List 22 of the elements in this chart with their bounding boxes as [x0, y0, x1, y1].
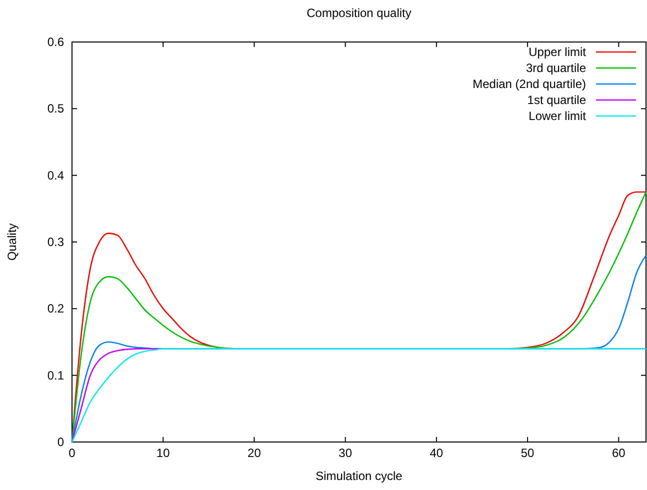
y-tick-label: 0.2 — [47, 302, 64, 316]
legend-label: Lower limit — [528, 109, 587, 123]
x-tick-label: 10 — [156, 446, 170, 460]
x-tick-label: 60 — [612, 446, 626, 460]
y-axis-title: Quality — [5, 223, 19, 261]
x-tick-label: 20 — [248, 446, 262, 460]
x-tick-label: 40 — [430, 446, 444, 460]
y-tick-label: 0.4 — [47, 168, 64, 182]
x-axis-title: Simulation cycle — [316, 469, 403, 483]
x-tick-label: 50 — [520, 446, 535, 460]
x-tick-label: 0 — [68, 446, 76, 460]
legend-label: 1st quartile — [527, 93, 586, 107]
legend-label: Median (2nd quartile) — [472, 77, 586, 91]
x-tick-label: 30 — [338, 446, 352, 460]
y-tick-label: 0.3 — [47, 235, 64, 249]
y-tick-label: 0.1 — [47, 368, 64, 382]
y-tick-label: 0.5 — [47, 102, 64, 116]
y-tick-label: 0 — [57, 435, 64, 449]
y-tick-label: 0.6 — [47, 35, 64, 49]
chart-title: Composition quality — [306, 6, 412, 20]
legend-label: 3rd quartile — [526, 61, 586, 75]
legend-label: Upper limit — [528, 45, 587, 59]
